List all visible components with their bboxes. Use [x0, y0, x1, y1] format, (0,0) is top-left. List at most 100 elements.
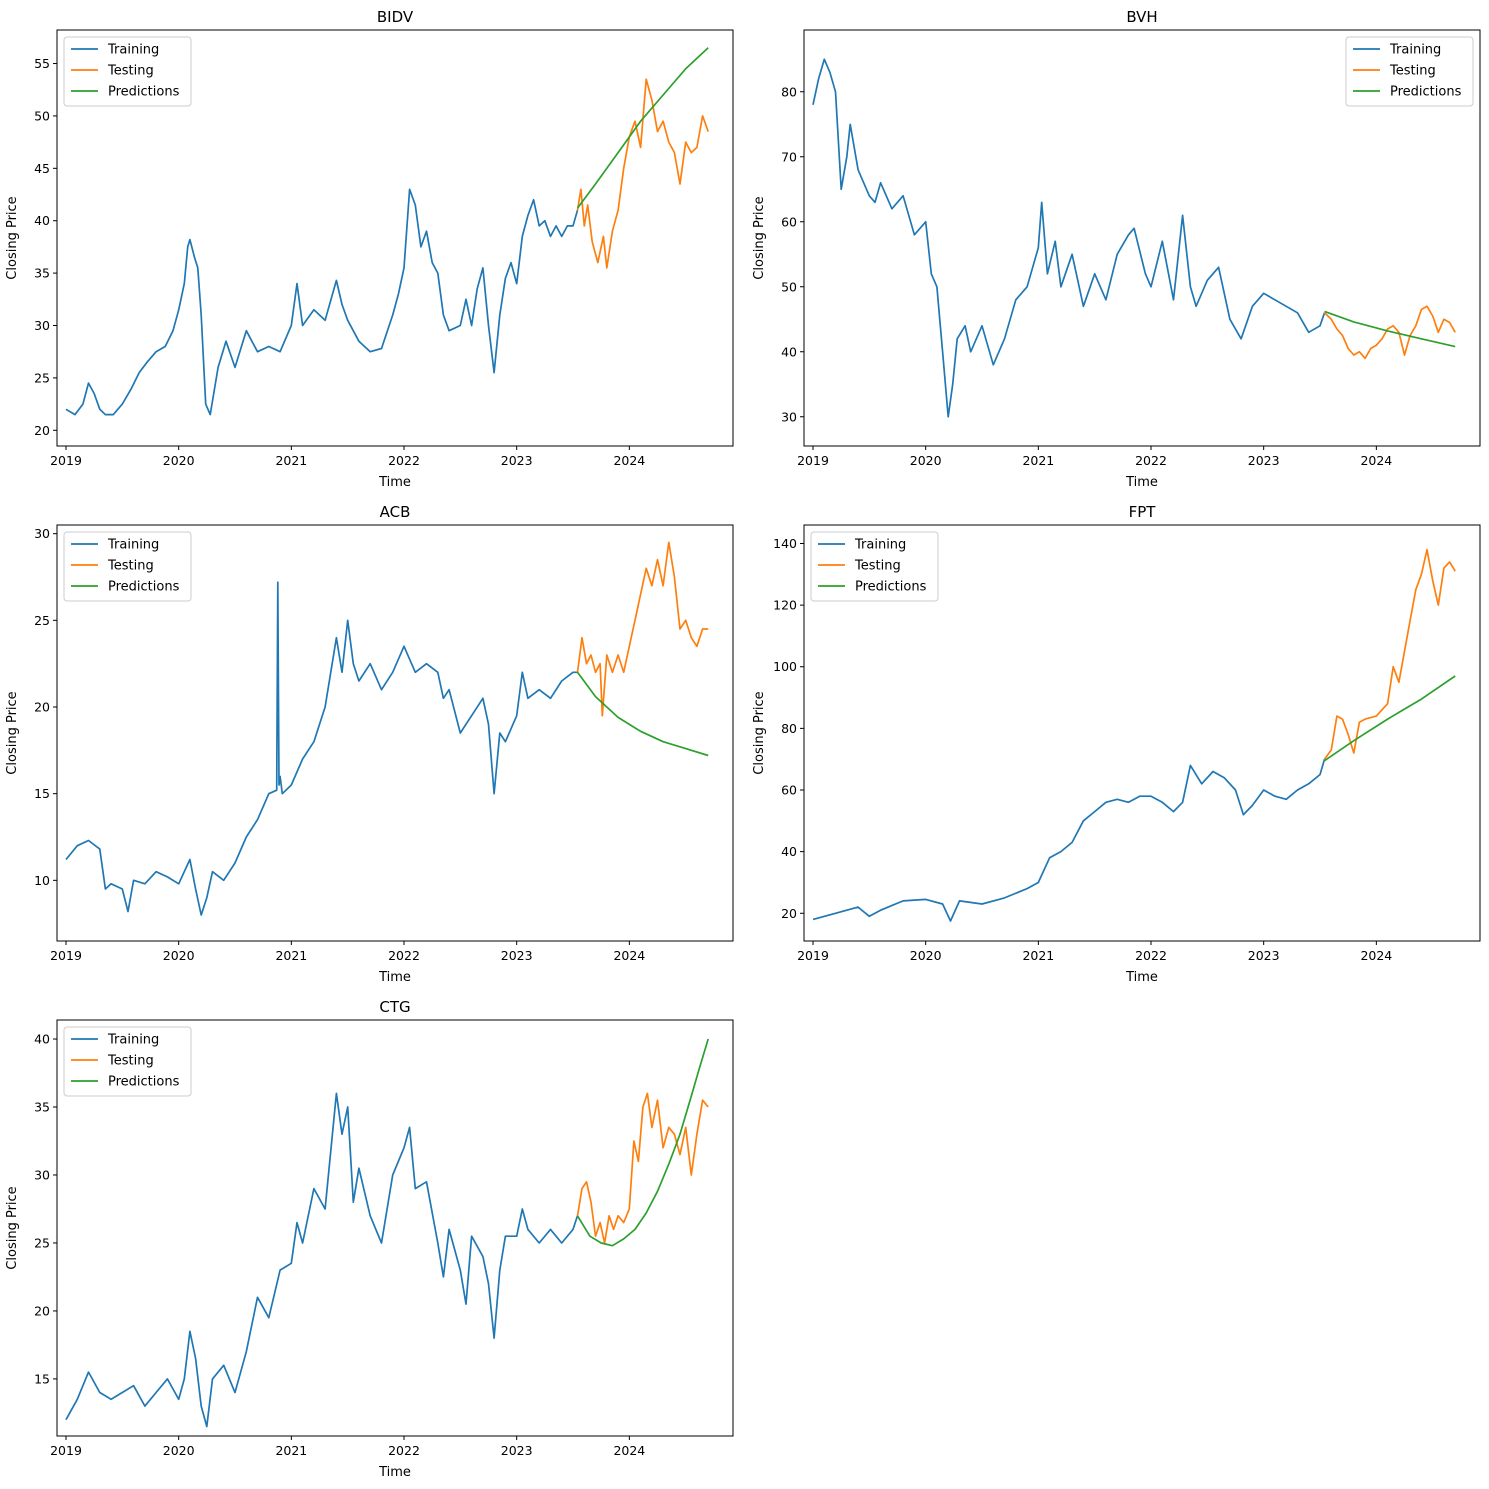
- fpt-y-tick-label: 60: [781, 783, 797, 798]
- ctg-title: CTG: [379, 998, 410, 1016]
- fpt-series-predictions-line: [1324, 675, 1456, 762]
- ctg-series-predictions-line: [576, 1038, 710, 1247]
- ctg-series-group: [65, 1038, 710, 1428]
- bidv-y-tick-label: 20: [34, 423, 50, 438]
- fpt-x-axis-label: Time: [1125, 970, 1158, 985]
- bvh-series-training-line: [812, 58, 1326, 418]
- fpt-legend-label-testing: Testing: [854, 559, 901, 574]
- ctg-axes-frame: [56, 1019, 734, 1437]
- bvh-y-tick-label: 40: [781, 344, 797, 359]
- ctg-legend-label-testing: Testing: [107, 1054, 154, 1069]
- bidv-legend: Training Testing Predictions: [63, 36, 192, 107]
- bvh-series-group: [812, 58, 1456, 418]
- acb-x-tick-label: 2021: [275, 948, 307, 963]
- bvh-y-axis-label: Closing Price: [752, 196, 767, 279]
- ctg-x-tick-label: 2019: [50, 1443, 82, 1458]
- ctg-legend: Training Testing Predictions: [63, 1026, 192, 1097]
- fpt-y-tick-label: 140: [773, 536, 797, 551]
- bvh-x-tick-label: 2020: [910, 453, 942, 468]
- bidv-x-tick-label: 2022: [388, 453, 420, 468]
- bidv-y-tick-label: 30: [34, 318, 50, 333]
- bvh-x-tick-label: 2023: [1248, 453, 1280, 468]
- bvh-x-tick-label: 2019: [797, 453, 829, 468]
- ctg-legend-label-predictions: Predictions: [108, 1075, 180, 1090]
- fpt-y-tick-label: 120: [773, 598, 797, 613]
- fpt-series-testing-line: [1323, 548, 1456, 760]
- acb-y-tick-label: 20: [34, 700, 50, 715]
- acb-series-testing-line: [576, 541, 709, 717]
- fpt-y-tick-label: 20: [781, 906, 797, 921]
- fpt-title: FPT: [1129, 503, 1157, 521]
- bidv-title: BIDV: [377, 8, 414, 26]
- ctg-series-training-line: [65, 1092, 579, 1428]
- acb-legend-label-training: Training: [107, 538, 159, 553]
- bvh-x-tick-label: 2021: [1022, 453, 1054, 468]
- bidv-y-tick-label: 50: [34, 108, 50, 123]
- fpt-y-tick-label: 100: [773, 659, 797, 674]
- bvh-title: BVH: [1126, 8, 1157, 26]
- bvh-legend-label-predictions: Predictions: [1390, 85, 1462, 100]
- ctg-x-tick-label: 2020: [163, 1443, 195, 1458]
- acb-x-tick-label: 2020: [163, 948, 195, 963]
- ctg-legend-label-training: Training: [107, 1033, 159, 1048]
- acb-axes-frame: [56, 524, 734, 942]
- fpt-legend-label-training: Training: [854, 538, 906, 553]
- fpt-x-tick-label: 2024: [1360, 948, 1392, 963]
- ctg-x-tick-label: 2022: [388, 1443, 420, 1458]
- bidv-series-group: [65, 47, 710, 416]
- bvh-x-tick-label: 2024: [1360, 453, 1392, 468]
- bvh-chart: BVH 2019 2020 2021 2022 2023 2024 30 40 50 60 70 80 T…: [752, 8, 1481, 490]
- bidv-legend-label-predictions: Predictions: [108, 85, 180, 100]
- bidv-legend-label-training: Training: [107, 43, 159, 58]
- bvh-legend-box: [1345, 36, 1474, 107]
- bvh-legend-label-training: Training: [1389, 43, 1441, 58]
- bidv-legend-label-testing: Testing: [107, 64, 154, 79]
- acb-series-group: [65, 541, 709, 916]
- bidv-series-training-line: [65, 188, 579, 416]
- ctg-y-tick-label: 35: [34, 1100, 50, 1115]
- fpt-x-tick-label: 2020: [910, 948, 942, 963]
- bidv-axes-frame: [56, 29, 734, 447]
- bvh-y-tick-label: 30: [781, 409, 797, 424]
- bidv-x-tick-label: 2021: [275, 453, 307, 468]
- fpt-x-tick-label: 2021: [1022, 948, 1054, 963]
- bvh-y-tick-label: 70: [781, 149, 797, 164]
- fpt-series-training-line: [812, 758, 1326, 922]
- acb-x-tick-label: 2024: [613, 948, 645, 963]
- bvh-series-predictions-line: [1324, 310, 1456, 348]
- acb-legend-label-testing: Testing: [107, 559, 154, 574]
- fpt-axes-frame: [803, 524, 1481, 942]
- ctg-series-testing-line: [576, 1092, 709, 1244]
- acb-x-tick-label: 2023: [501, 948, 533, 963]
- ctg-chart: CTG 2019 2020 2021 2022 2023 2024 15 20 25 30 35 40 T…: [5, 998, 734, 1480]
- ctg-y-tick-label: 20: [34, 1303, 50, 1318]
- fpt-y-axis-label: Closing Price: [752, 691, 767, 774]
- bidv-y-tick-label: 55: [34, 56, 50, 71]
- bvh-y-tick-label: 60: [781, 214, 797, 229]
- ctg-y-tick-label: 25: [34, 1235, 50, 1250]
- bidv-y-tick-label: 40: [34, 213, 50, 228]
- bvh-x-axis-label: Time: [1125, 475, 1158, 490]
- fpt-legend-label-predictions: Predictions: [855, 580, 927, 595]
- ctg-x-tick-label: 2024: [613, 1443, 645, 1458]
- bidv-y-tick-label: 25: [34, 370, 50, 385]
- bidv-x-tick-label: 2020: [163, 453, 195, 468]
- ctg-legend-box: [63, 1026, 192, 1097]
- fpt-x-tick-label: 2023: [1248, 948, 1280, 963]
- bidv-x-axis-label: Time: [378, 475, 411, 490]
- bidv-legend-box: [63, 36, 192, 107]
- fpt-chart: FPT 2019 2020 2021 2022 2023 2024 20 40 60 80 100 12…: [752, 503, 1481, 985]
- bvh-x-tick-label: 2022: [1135, 453, 1167, 468]
- bvh-y-tick-label: 50: [781, 279, 797, 294]
- bidv-x-tick-label: 2023: [501, 453, 533, 468]
- bvh-y-tick-label: 80: [781, 84, 797, 99]
- bidv-x-tick-label: 2024: [613, 453, 645, 468]
- acb-legend-label-predictions: Predictions: [108, 580, 180, 595]
- acb-x-axis-label: Time: [378, 970, 411, 985]
- fpt-y-tick-label: 80: [781, 721, 797, 736]
- ctg-x-tick-label: 2021: [275, 1443, 307, 1458]
- acb-x-tick-label: 2019: [50, 948, 82, 963]
- acb-y-tick-label: 10: [34, 873, 50, 888]
